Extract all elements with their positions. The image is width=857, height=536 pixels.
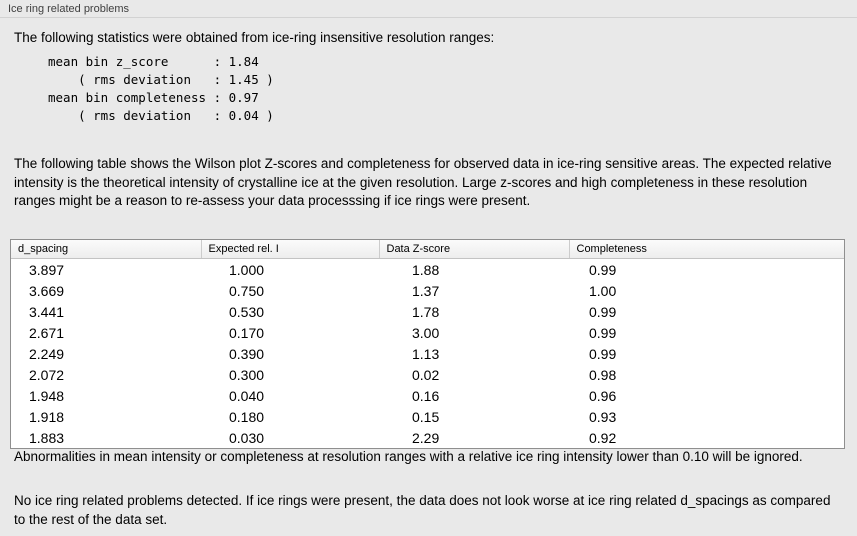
table-cell: 2.671	[29, 324, 65, 341]
table-cell: 0.16	[412, 387, 440, 404]
table-cell: 1.13	[412, 345, 440, 362]
stats-line-mean-z-score: mean bin z_score : 1.84	[48, 54, 259, 69]
table-cell: 1.88	[412, 261, 440, 278]
table-cell: 0.040	[229, 387, 265, 404]
table-row[interactable]: 3.441 0.530 1.78 0.99	[11, 301, 844, 322]
table-cell: 3.897	[29, 261, 65, 278]
table-cell: 3.00	[412, 324, 440, 341]
table-cell: 0.99	[589, 261, 617, 278]
table-cell: 0.92	[589, 429, 617, 446]
table-cell: 0.530	[229, 303, 265, 320]
table-cell: 0.180	[229, 408, 265, 425]
table-cell: 1.883	[29, 429, 65, 446]
table-row[interactable]: 2.249 0.390 1.13 0.99	[11, 343, 844, 364]
panel-title: Ice ring related problems	[8, 3, 130, 15]
table-cell: 0.02	[412, 366, 440, 383]
stats-block: mean bin z_score : 1.84 ( rms deviation …	[48, 53, 857, 125]
table-cell: 0.750	[229, 282, 265, 299]
table-header-row: d_spacing Expected rel. I Data Z-score Comp…	[11, 240, 844, 259]
ignore-threshold-note: Abnormalities in mean intensity or compl…	[14, 449, 803, 464]
column-header-expected-rel-i[interactable]: Expected rel. I	[201, 240, 380, 259]
table-cell: 0.93	[589, 408, 617, 425]
table-cell: 0.15	[412, 408, 440, 425]
column-header-d-spacing[interactable]: d_spacing	[11, 240, 202, 259]
table-cell: 0.170	[229, 324, 265, 341]
table-row[interactable]: 1.883 0.030 2.29 0.92	[11, 427, 844, 448]
table-cell: 2.249	[29, 345, 65, 362]
table-cell: 0.390	[229, 345, 265, 362]
table-cell: 0.030	[229, 429, 265, 446]
table-description-text: The following table shows the Wilson plo…	[14, 156, 832, 208]
table-cell: 1.00	[589, 282, 617, 299]
table-cell: 0.99	[589, 345, 617, 362]
table-row[interactable]: 1.918 0.180 0.15 0.93	[11, 406, 844, 427]
stats-line-z-score-rms: ( rms deviation : 1.45 )	[48, 72, 274, 87]
table-cell: 1.948	[29, 387, 65, 404]
table-cell: 1.78	[412, 303, 440, 320]
column-header-data-z-score[interactable]: Data Z-score	[379, 240, 570, 259]
table-cell: 0.99	[589, 303, 617, 320]
table-cell: 1.37	[412, 282, 440, 299]
stats-line-mean-completeness: mean bin completeness : 0.97	[48, 90, 259, 105]
table-cell: 3.441	[29, 303, 65, 320]
table-row[interactable]: 3.897 1.000 1.88 0.99	[11, 259, 844, 281]
ice-ring-table: d_spacing Expected rel. I Data Z-score Comp…	[10, 239, 845, 449]
table-cell: 3.669	[29, 282, 65, 299]
table-cell: 0.300	[229, 366, 265, 383]
table-cell: 1.918	[29, 408, 65, 425]
table-cell: 0.96	[589, 387, 617, 404]
table-row[interactable]: 3.669 0.750 1.37 1.00	[11, 280, 844, 301]
table-row[interactable]: 2.072 0.300 0.02 0.98	[11, 364, 844, 385]
stats-intro-text: The following statistics were obtained f…	[14, 30, 495, 45]
table-row[interactable]: 2.671 0.170 3.00 0.99	[11, 322, 844, 343]
table-cell: 2.072	[29, 366, 65, 383]
table-row[interactable]: 1.948 0.040 0.16 0.96	[11, 385, 844, 406]
table-cell: 0.99	[589, 324, 617, 341]
table-cell: 0.98	[589, 366, 617, 383]
table-cell: 1.000	[229, 261, 265, 278]
stats-line-completeness-rms: ( rms deviation : 0.04 )	[48, 108, 274, 123]
table-cell: 2.29	[412, 429, 440, 446]
conclusion-text: No ice ring related problems detected. I…	[14, 493, 831, 527]
column-header-completeness[interactable]: Completeness	[569, 240, 844, 259]
panel-divider	[0, 17, 857, 18]
